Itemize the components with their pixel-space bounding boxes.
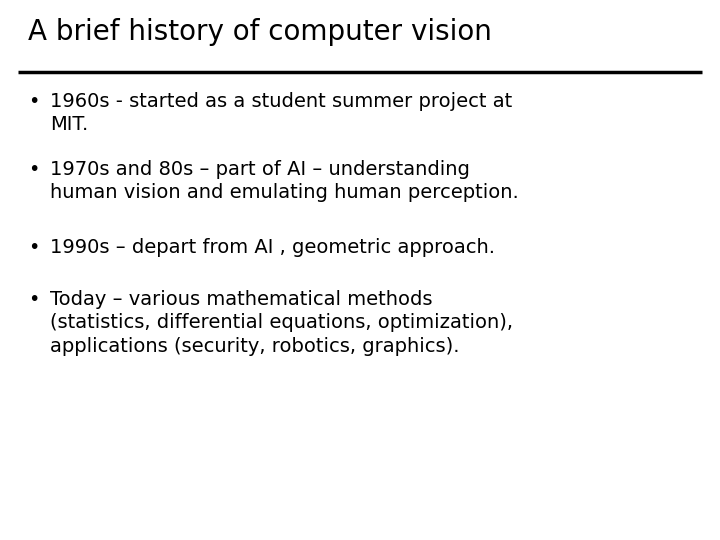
Text: •: • xyxy=(28,160,40,179)
Text: •: • xyxy=(28,290,40,309)
Text: 1990s – depart from AI , geometric approach.: 1990s – depart from AI , geometric appro… xyxy=(50,238,495,257)
Text: •: • xyxy=(28,238,40,257)
Text: Today – various mathematical methods
(statistics, differential equations, optimi: Today – various mathematical methods (st… xyxy=(50,290,513,356)
Text: •: • xyxy=(28,92,40,111)
Text: 1970s and 80s – part of AI – understanding
human vision and emulating human perc: 1970s and 80s – part of AI – understandi… xyxy=(50,160,518,202)
Text: A brief history of computer vision: A brief history of computer vision xyxy=(28,18,492,46)
Text: 1960s - started as a student summer project at
MIT.: 1960s - started as a student summer proj… xyxy=(50,92,512,134)
